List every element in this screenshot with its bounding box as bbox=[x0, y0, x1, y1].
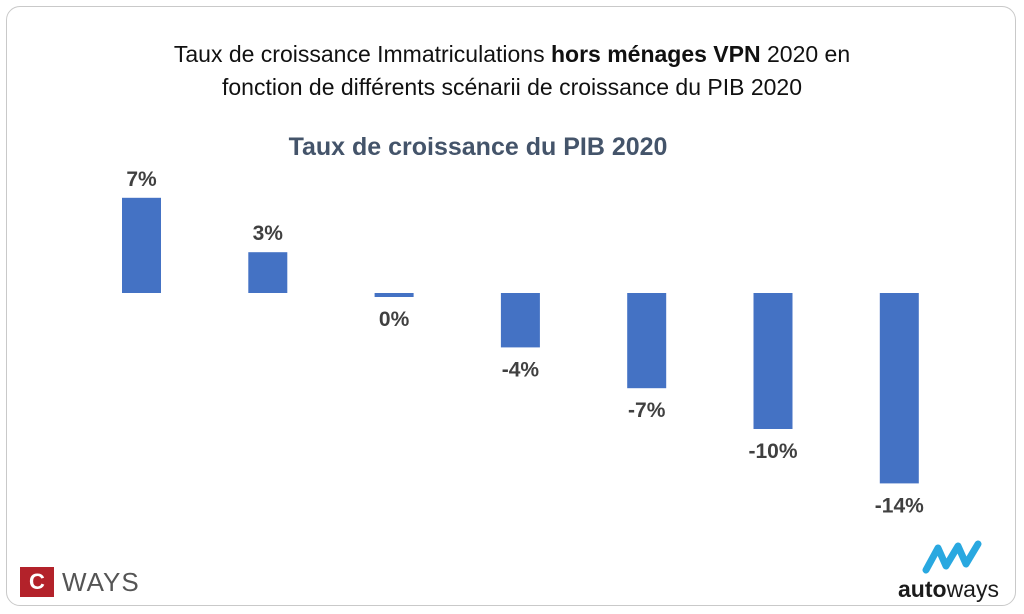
data-label-2: 0% bbox=[379, 308, 410, 331]
autoways-text-auto: auto bbox=[898, 576, 947, 602]
data-label-3: -4% bbox=[502, 358, 540, 381]
bar-5 bbox=[753, 293, 793, 429]
autoways-wave-icon bbox=[922, 540, 982, 574]
bar-0 bbox=[122, 197, 161, 293]
autoways-logo-text: autoways bbox=[898, 576, 999, 603]
autoways-text-ways: ways bbox=[946, 576, 999, 602]
data-label-1: 3% bbox=[253, 222, 284, 245]
bar-1 bbox=[248, 252, 288, 293]
autoways-logo: autoways bbox=[898, 540, 1004, 606]
data-label-5: -10% bbox=[748, 440, 797, 463]
bar-6 bbox=[879, 293, 919, 484]
cways-logo-text: WAYS bbox=[62, 566, 140, 597]
cways-logo: C WAYS bbox=[20, 566, 140, 598]
data-label-4: -7% bbox=[628, 399, 666, 422]
title-line-1-pre: Taux de croissance Immatriculations bbox=[173, 41, 551, 67]
data-label-0: 7% bbox=[126, 168, 157, 191]
slide-frame bbox=[6, 6, 1016, 606]
title-line-1: Taux de croissance Immatriculations hors… bbox=[0, 38, 1024, 71]
bar-4 bbox=[627, 293, 667, 389]
chart-title: Taux de croissance du PIB 2020 bbox=[289, 133, 668, 161]
title-line-1-bold: hors ménages VPN bbox=[550, 41, 761, 67]
data-label-6: -14% bbox=[875, 494, 924, 517]
cways-logo-mark: C bbox=[20, 567, 54, 597]
main-title: Taux de croissance Immatriculations hors… bbox=[0, 38, 1024, 104]
bar-3 bbox=[500, 293, 540, 348]
title-line-2: fonction de différents scénarii de crois… bbox=[221, 74, 803, 100]
title-line-1-post: 2020 en bbox=[760, 41, 851, 67]
bar-2 bbox=[374, 293, 414, 297]
